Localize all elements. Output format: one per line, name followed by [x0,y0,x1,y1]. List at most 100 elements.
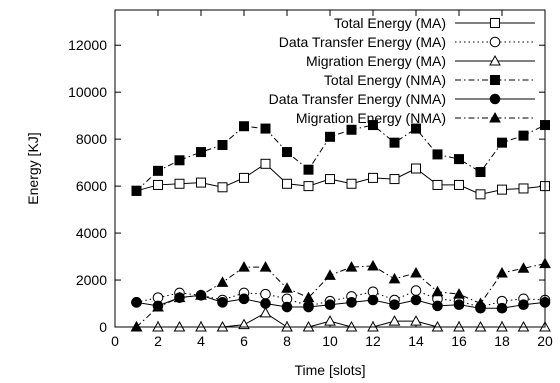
data-point [346,124,357,135]
legend-item: Data Transfer Energy (NMA) [269,91,535,107]
y-tick-label: 10000 [68,84,107,100]
data-point [260,158,271,169]
data-point [174,178,185,189]
data-point [324,299,336,310]
data-point [324,315,336,326]
data-point [174,155,185,166]
data-point [238,293,250,305]
x-tick-label: 18 [494,333,510,349]
data-point [411,123,421,134]
data-point [239,172,249,183]
series-3 [130,306,551,332]
x-tick-label: 6 [240,333,248,349]
data-point [131,185,142,196]
series-4 [131,120,550,196]
data-point [131,297,142,308]
data-point [388,272,401,284]
data-point [281,282,293,293]
data-point [303,164,314,175]
data-point [302,291,315,303]
data-point [217,297,228,308]
data-point [367,259,379,271]
data-point [259,306,272,318]
data-point [345,261,358,272]
data-point [389,299,400,310]
data-point [152,301,164,312]
legend-marker [489,54,501,66]
data-point [411,163,421,174]
data-point [153,179,163,190]
legend-marker [489,93,501,105]
legend-label: Total Energy (MA) [334,15,446,31]
x-tick-label: 20 [537,333,553,349]
data-point [196,177,206,188]
data-point [497,184,507,195]
data-point [216,276,229,287]
legend-label: Total Energy (NMA) [324,72,446,88]
x-tick-label: 12 [365,333,381,349]
x-axis-ticks: 0 2 4 6 8 10 12 14 16 18 20 [111,10,553,349]
legend-label: Migration Energy (MA) [306,53,446,69]
data-point [432,300,443,312]
y-tick-label: 4000 [76,225,107,241]
data-point [518,183,529,194]
x-tick-label: 14 [408,333,424,349]
data-point [454,179,464,190]
data-point [432,179,443,190]
data-point [173,291,186,303]
legend-item: Data Transfer Energy (MA) [279,34,535,50]
legend-label: Migration Energy (NMA) [296,110,446,126]
legend-item: Migration Energy (MA) [306,53,535,69]
data-point [260,288,271,300]
data-point [260,298,271,309]
plot-frame [114,9,546,328]
y-tick-label: 12000 [68,37,107,53]
x-tick-label: 4 [197,333,205,349]
y-tick-label: 2000 [76,272,107,288]
data-point [281,301,293,313]
data-point [497,137,507,148]
legend-label: Data Transfer Energy (MA) [279,34,446,50]
data-point [517,262,530,273]
data-point [196,147,206,158]
data-point [153,165,163,176]
data-point [282,147,292,158]
data-point [410,315,422,326]
data-point [260,123,271,134]
data-point [410,285,422,296]
data-point [367,294,379,306]
data-point [346,178,357,189]
legend-label: Data Transfer Energy (NMA) [269,91,446,107]
data-point [324,269,336,280]
data-point [239,121,249,132]
data-point [431,285,444,297]
data-point [389,137,400,148]
data-point [453,299,465,310]
data-point [388,315,401,326]
data-point [389,174,400,185]
x-tick-label: 10 [322,333,338,349]
data-point [496,302,508,314]
x-tick-label: 2 [154,333,162,349]
x-tick-label: 8 [283,333,291,349]
data-point [325,174,335,185]
legend-item: Total Energy (MA) [334,15,535,31]
x-axis-label: Time [slots] [294,362,365,378]
data-point [325,131,335,142]
data-point [496,266,508,278]
data-point [303,301,314,313]
legend-marker [490,18,500,28]
y-tick-label: 0 [99,319,107,335]
series [130,120,551,332]
data-point [217,140,228,151]
legend-marker [489,36,501,48]
legend-item: Total Energy (NMA) [324,72,535,88]
series-6 [130,257,551,332]
data-point [238,318,250,330]
y-axis-label: Energy [KJ] [25,132,41,204]
legend-item: Migration Energy (NMA) [296,110,535,126]
x-tick-label: 16 [451,333,467,349]
data-point [475,189,486,200]
data-point [518,299,529,310]
